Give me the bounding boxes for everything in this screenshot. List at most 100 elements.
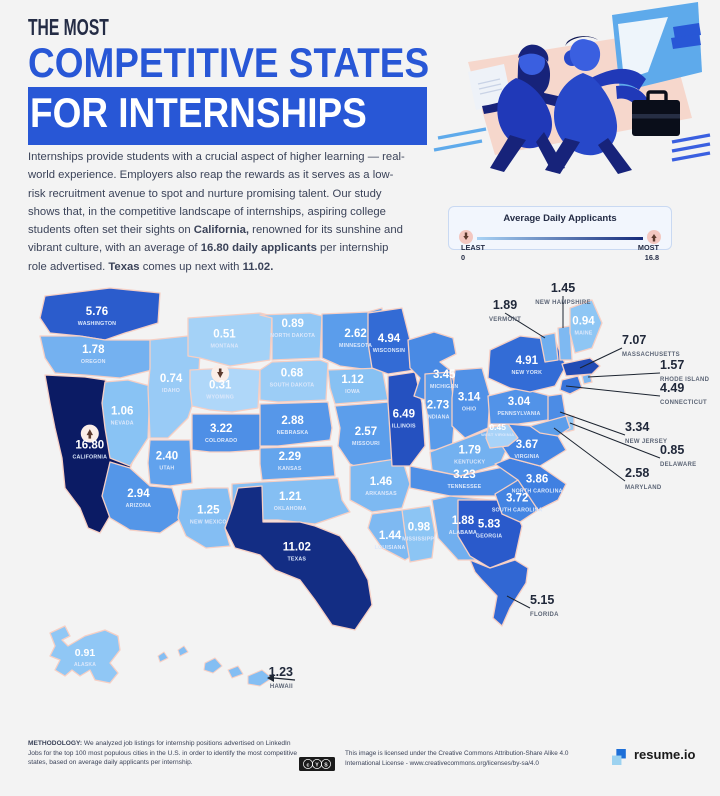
- svg-text:WASHINGTON: WASHINGTON: [78, 321, 116, 327]
- svg-text:COLORADO: COLORADO: [205, 438, 238, 444]
- svg-text:1.46: 1.46: [370, 476, 392, 488]
- svg-text:NORTH CAROLINA: NORTH CAROLINA: [512, 488, 563, 494]
- svg-text:1.57: 1.57: [660, 358, 684, 372]
- svg-text:5.83: 5.83: [478, 519, 500, 531]
- svg-text:NEVADA: NEVADA: [111, 421, 134, 427]
- svg-text:VERMONT: VERMONT: [489, 317, 521, 323]
- svg-text:NEW HAMPSHIRE: NEW HAMPSHIRE: [535, 300, 591, 306]
- svg-text:MICHIGAN: MICHIGAN: [430, 384, 458, 390]
- svg-text:2.94: 2.94: [127, 488, 150, 500]
- svg-text:0.91: 0.91: [75, 647, 96, 659]
- svg-text:1.06: 1.06: [111, 406, 133, 418]
- svg-text:ARIZONA: ARIZONA: [126, 503, 152, 509]
- svg-text:3.14: 3.14: [458, 391, 481, 403]
- svg-text:FLORIDA: FLORIDA: [530, 612, 559, 618]
- svg-text:3.86: 3.86: [526, 473, 548, 485]
- svg-text:3.72: 3.72: [506, 493, 528, 505]
- svg-text:0.51: 0.51: [213, 328, 236, 340]
- svg-text:2.58: 2.58: [625, 466, 649, 480]
- svg-text:0.85: 0.85: [660, 443, 684, 457]
- svg-text:6.49: 6.49: [393, 409, 415, 421]
- svg-text:MAINE: MAINE: [574, 331, 592, 337]
- svg-text:ALASKA: ALASKA: [74, 662, 96, 668]
- svg-text:NEW MEXICO: NEW MEXICO: [190, 520, 227, 526]
- svg-text:0.68: 0.68: [281, 368, 304, 380]
- svg-text:OHIO: OHIO: [462, 406, 476, 412]
- svg-text:CONNECTICUT: CONNECTICUT: [660, 400, 707, 406]
- svg-text:ARKANSAS: ARKANSAS: [365, 491, 397, 497]
- svg-text:SOUTH DAKOTA: SOUTH DAKOTA: [270, 383, 315, 389]
- svg-text:0.45: 0.45: [489, 422, 506, 432]
- svg-text:OREGON: OREGON: [81, 359, 106, 365]
- svg-text:1.78: 1.78: [82, 344, 105, 356]
- svg-text:1.45: 1.45: [551, 281, 575, 295]
- svg-text:0.89: 0.89: [282, 318, 304, 330]
- svg-text:NEW YORK: NEW YORK: [511, 370, 542, 376]
- svg-text:2.88: 2.88: [281, 415, 304, 427]
- svg-text:ALABAMA: ALABAMA: [449, 530, 477, 536]
- svg-text:1.44: 1.44: [379, 530, 402, 542]
- svg-text:Y: Y: [315, 762, 319, 768]
- svg-text:CALIFORNIA: CALIFORNIA: [72, 455, 107, 461]
- svg-text:0.31: 0.31: [209, 380, 232, 392]
- svg-text:7.07: 7.07: [622, 333, 646, 347]
- svg-text:MISSISSIPPI: MISSISSIPPI: [402, 537, 436, 543]
- svg-text:c: c: [307, 762, 310, 768]
- svg-text:TEXAS: TEXAS: [287, 557, 306, 563]
- svg-text:1.89: 1.89: [493, 298, 517, 312]
- svg-text:KENTUCKY: KENTUCKY: [454, 459, 485, 465]
- svg-text:MISSOURI: MISSOURI: [352, 441, 380, 447]
- svg-text:DELAWARE: DELAWARE: [660, 462, 696, 468]
- svg-text:2.57: 2.57: [355, 426, 377, 438]
- svg-text:GEORGIA: GEORGIA: [476, 534, 502, 540]
- svg-text:5.76: 5.76: [86, 306, 108, 318]
- svg-text:WYOMING: WYOMING: [206, 395, 234, 401]
- svg-text:2.40: 2.40: [156, 450, 178, 462]
- svg-text:S: S: [324, 762, 328, 768]
- svg-text:2.29: 2.29: [279, 451, 301, 463]
- svg-text:KANSAS: KANSAS: [278, 466, 302, 472]
- svg-text:INDIANA: INDIANA: [426, 414, 449, 420]
- svg-text:1.23: 1.23: [269, 665, 293, 679]
- svg-text:4.49: 4.49: [660, 381, 684, 395]
- svg-text:1.21: 1.21: [279, 491, 302, 503]
- svg-text:3.34: 3.34: [625, 420, 649, 434]
- svg-text:UTAH: UTAH: [159, 465, 174, 471]
- svg-text:1.12: 1.12: [341, 374, 363, 386]
- svg-text:1.88: 1.88: [452, 515, 475, 527]
- svg-text:1.79: 1.79: [459, 444, 481, 456]
- svg-text:3.45: 3.45: [433, 369, 456, 381]
- svg-text:OKLAHOMA: OKLAHOMA: [274, 506, 307, 512]
- svg-text:0.94: 0.94: [572, 316, 595, 328]
- svg-text:5.15: 5.15: [530, 593, 554, 607]
- svg-text:3.22: 3.22: [210, 423, 232, 435]
- svg-text:VIRGINIA: VIRGINIA: [514, 454, 539, 460]
- svg-text:16.80: 16.80: [75, 440, 104, 452]
- svg-text:NORTH DAKOTA: NORTH DAKOTA: [270, 333, 315, 339]
- svg-text:4.94: 4.94: [378, 333, 401, 345]
- svg-text:2.62: 2.62: [344, 328, 366, 340]
- svg-text:MARYLAND: MARYLAND: [625, 485, 662, 491]
- svg-text:PENNSYLVANIA: PENNSYLVANIA: [497, 411, 540, 417]
- svg-text:3.67: 3.67: [516, 439, 538, 451]
- svg-text:TENNESSEE: TENNESSEE: [447, 484, 481, 490]
- svg-text:4.91: 4.91: [516, 355, 539, 367]
- svg-text:IDAHO: IDAHO: [162, 388, 180, 394]
- svg-text:MONTANA: MONTANA: [210, 343, 238, 349]
- svg-text:SOUTH CAROLINA: SOUTH CAROLINA: [492, 508, 543, 514]
- svg-text:WEST VIRGINIA: WEST VIRGINIA: [481, 432, 514, 437]
- svg-text:11.02: 11.02: [283, 542, 311, 554]
- svg-text:3.23: 3.23: [453, 469, 475, 481]
- svg-text:2.73: 2.73: [427, 399, 449, 411]
- svg-text:1.25: 1.25: [197, 505, 220, 517]
- svg-text:IOWA: IOWA: [345, 389, 360, 395]
- svg-text:WISCONSIN: WISCONSIN: [373, 348, 405, 354]
- svg-text:0.74: 0.74: [160, 373, 183, 385]
- svg-text:HAWAII: HAWAII: [270, 684, 293, 690]
- svg-text:3.04: 3.04: [508, 396, 531, 408]
- svg-text:NEBRASKA: NEBRASKA: [277, 430, 309, 436]
- svg-text:LOUISIANA: LOUISIANA: [375, 545, 406, 551]
- svg-text:0.98: 0.98: [408, 522, 431, 534]
- svg-text:ILLINOIS: ILLINOIS: [392, 424, 416, 430]
- svg-text:MINNESOTA: MINNESOTA: [339, 343, 372, 349]
